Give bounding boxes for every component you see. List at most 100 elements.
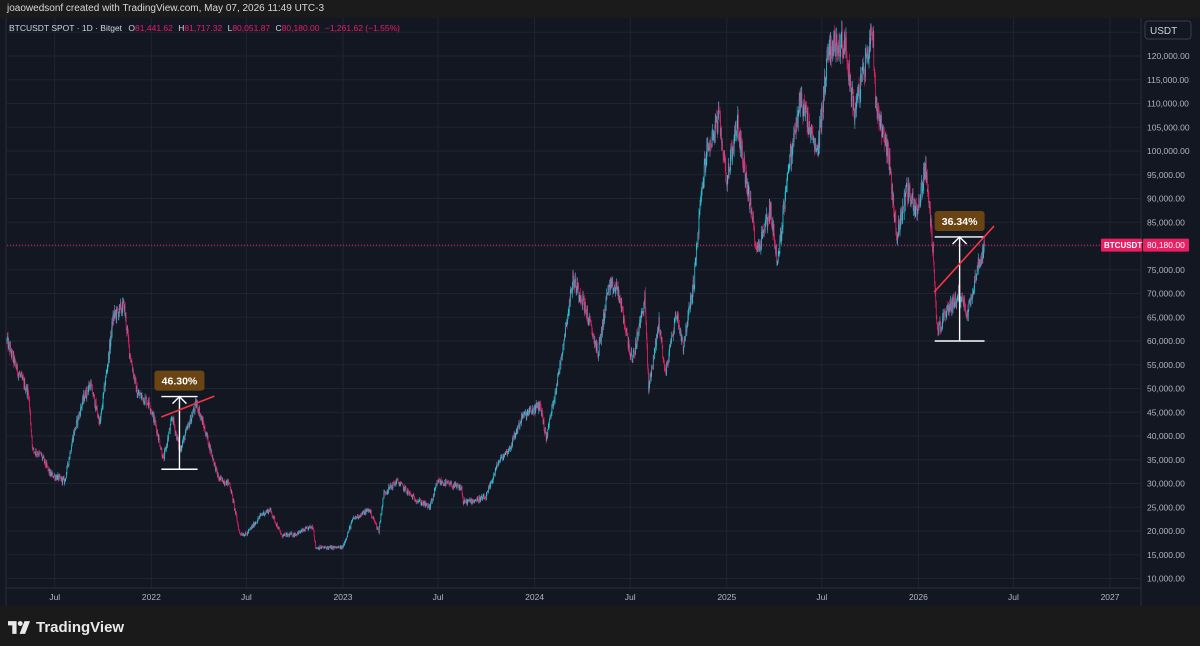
candle-body — [57, 474, 59, 476]
candle-body — [618, 290, 620, 303]
candle-body — [115, 312, 117, 319]
candle-body — [331, 546, 332, 550]
candle-body — [290, 532, 292, 534]
candle-body — [121, 310, 122, 312]
candle-body — [571, 290, 573, 294]
currency-button[interactable] — [1144, 20, 1192, 40]
candle-body — [937, 325, 939, 332]
candle-body — [59, 475, 61, 478]
candle-body — [413, 495, 415, 497]
candle-body — [947, 308, 949, 310]
candle-body — [749, 187, 750, 207]
candle-body — [971, 297, 972, 300]
candle-body — [293, 533, 294, 536]
candle-body — [522, 414, 523, 419]
candle-body — [653, 354, 655, 360]
trend-line — [161, 395, 215, 418]
candle-body — [256, 522, 257, 523]
candle-body — [672, 335, 674, 337]
candle-body — [795, 123, 797, 132]
candle-body — [919, 199, 921, 207]
candle-body — [887, 138, 888, 157]
candle-body — [566, 323, 568, 324]
candle-body — [844, 34, 846, 50]
candle-body — [185, 430, 186, 436]
candle-body — [199, 408, 201, 418]
candle-body — [109, 343, 111, 350]
candle-body — [239, 530, 240, 533]
candle-body — [735, 125, 737, 135]
candle-body — [98, 416, 99, 417]
candle-body — [689, 305, 691, 309]
candle-body — [497, 463, 498, 465]
candle-body — [377, 528, 378, 529]
candle-body — [879, 115, 881, 129]
candle-body — [246, 534, 248, 535]
candle-body — [764, 230, 765, 232]
candle-body — [621, 301, 623, 308]
candle-body — [788, 169, 790, 171]
candle-body — [660, 331, 661, 335]
candle-body — [575, 278, 576, 281]
candle-body — [227, 480, 229, 485]
candle-body — [811, 125, 813, 128]
candlestick-chart[interactable]: 46.30%36.34% 10,000.0015,000.0020,000.00… — [0, 18, 1200, 606]
candle-body — [152, 412, 154, 413]
candle-body — [884, 137, 886, 146]
candle-body — [541, 410, 543, 416]
candle-body — [725, 174, 727, 185]
candle-body — [551, 404, 553, 414]
legend-o-label: O — [128, 23, 135, 33]
candle-body — [697, 243, 698, 246]
candle-body — [504, 454, 506, 457]
candle-body — [258, 517, 259, 519]
candle-body — [682, 341, 684, 352]
candle-body — [395, 482, 396, 485]
candle-body — [540, 401, 541, 405]
candle-body — [53, 475, 55, 476]
candle-body — [96, 407, 98, 410]
tradingview-logo[interactable]: TradingView — [8, 617, 124, 637]
candle-body — [539, 403, 540, 411]
chart-frame[interactable]: 46.30% 36.34% 10,000.00 15,000.00 20,000.00… — [0, 18, 1200, 606]
candle-body — [457, 484, 459, 486]
candle-body — [480, 498, 481, 502]
candle-body — [817, 145, 818, 148]
candle-body — [544, 428, 546, 433]
candle-body — [934, 284, 936, 291]
candle-body — [713, 134, 714, 139]
candle-body — [754, 240, 756, 246]
candle-body — [873, 33, 875, 68]
candle-body — [689, 305, 690, 308]
price-axis[interactable] — [1141, 18, 1200, 606]
candle-body — [706, 143, 708, 158]
candle-body — [454, 483, 456, 487]
candle-body — [648, 385, 650, 392]
candle-body — [43, 457, 45, 463]
candle-body — [505, 450, 507, 452]
drawings[interactable]: 46.30%36.34% — [154, 210, 995, 470]
candle-body — [660, 331, 662, 339]
candle-body — [960, 298, 961, 303]
candle-body — [309, 525, 311, 528]
candle-body — [35, 452, 36, 455]
y-tick-label: 75,000.00 — [1147, 265, 1185, 275]
candle-body — [624, 318, 625, 325]
candle-body — [277, 527, 279, 530]
candle-body — [39, 452, 41, 453]
candle-body — [242, 535, 244, 536]
candle-body — [52, 477, 54, 478]
candle-body — [314, 540, 316, 542]
candle-body — [282, 537, 283, 538]
candle-body — [392, 482, 394, 489]
candle-body — [633, 351, 635, 352]
candle-body — [277, 523, 278, 528]
candle-body — [453, 483, 455, 488]
candle-body — [316, 547, 318, 549]
candle-body — [98, 416, 100, 425]
candle-body — [343, 544, 345, 546]
candle-body — [603, 313, 604, 327]
candle-body — [471, 499, 472, 504]
candle-body — [324, 546, 325, 548]
candle-body — [77, 416, 79, 425]
